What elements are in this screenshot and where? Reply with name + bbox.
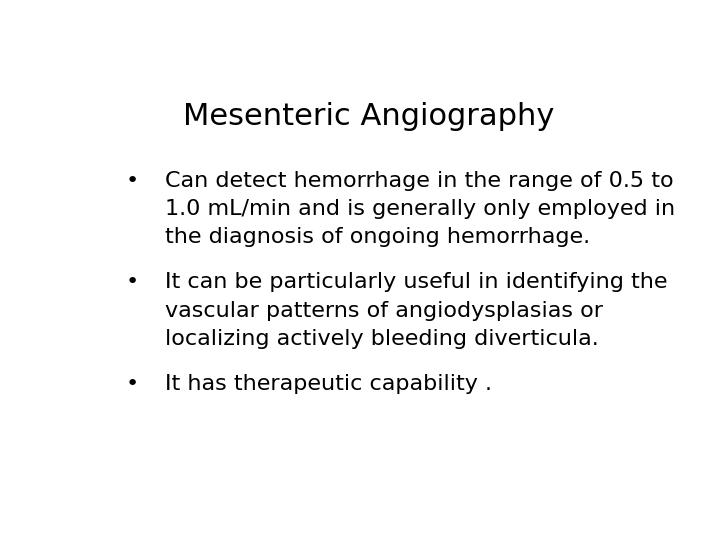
Text: localizing actively bleeding diverticula.: localizing actively bleeding diverticula… (166, 329, 599, 349)
Text: vascular patterns of angiodysplasias or: vascular patterns of angiodysplasias or (166, 301, 603, 321)
Text: Mesenteric Angiography: Mesenteric Angiography (184, 102, 554, 131)
Text: •: • (125, 374, 138, 394)
Text: •: • (125, 171, 138, 191)
Text: It has therapeutic capability .: It has therapeutic capability . (166, 374, 492, 394)
Text: •: • (125, 272, 138, 292)
Text: Can detect hemorrhage in the range of 0.5 to: Can detect hemorrhage in the range of 0.… (166, 171, 674, 191)
Text: It can be particularly useful in identifying the: It can be particularly useful in identif… (166, 272, 668, 292)
Text: the diagnosis of ongoing hemorrhage.: the diagnosis of ongoing hemorrhage. (166, 227, 590, 247)
Text: 1.0 mL/min and is generally only employed in: 1.0 mL/min and is generally only employe… (166, 199, 675, 219)
